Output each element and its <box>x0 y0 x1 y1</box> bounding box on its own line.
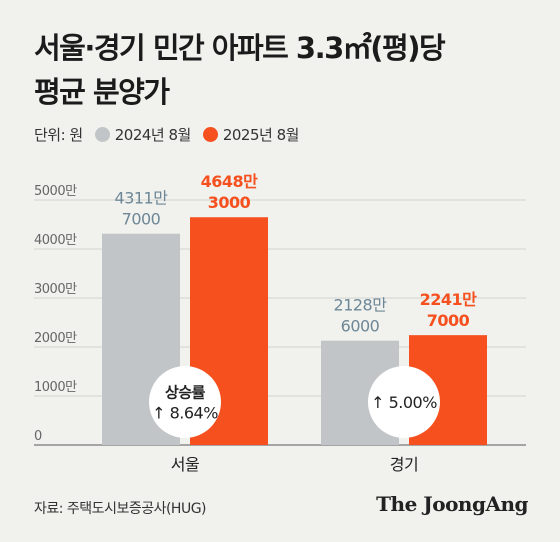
source-note: 자료: 주택도시보증공사(HUG) <box>34 501 207 517</box>
y-tick-label: 0 <box>34 429 42 444</box>
title-line-1: 서울·경기 민간 아파트 3.3㎡(평)당 <box>34 31 446 65</box>
category-label: 서울 <box>171 455 199 474</box>
unit-label: 단위: 원 <box>34 126 83 144</box>
category-label: 경기 <box>390 455 418 474</box>
title-line-2: 평균 분양가 <box>34 75 170 109</box>
legend-swatch-2025 <box>202 127 218 142</box>
legend-label-2025: 2025년 8월 <box>222 126 300 144</box>
y-tick-label: 5000만 <box>34 184 77 199</box>
y-tick-label: 4000만 <box>34 233 77 248</box>
data-label: 7000 <box>122 210 161 229</box>
growth-rate-text: ↑ 8.64% <box>152 404 218 423</box>
legend: 단위: 원 2024년 8월 2025년 8월 <box>34 124 299 145</box>
chart-title: 서울·경기 민간 아파트 3.3㎡(평)당 평균 분양가 <box>34 26 446 114</box>
legend-item-2025: 2025년 8월 <box>202 124 300 145</box>
data-label: 4311만 <box>115 189 169 208</box>
legend-item-2024: 2024년 8월 <box>94 124 192 145</box>
data-label: 4648만 <box>201 172 259 191</box>
growth-rate-badge <box>368 366 440 438</box>
legend-label-2024: 2024년 8월 <box>114 126 192 144</box>
y-tick-label: 3000만 <box>34 282 77 297</box>
data-label: 6000 <box>341 317 380 336</box>
growth-rate-badge <box>149 366 221 438</box>
data-label: 2128만 <box>334 296 388 315</box>
y-tick-label: 2000만 <box>34 331 77 346</box>
legend-swatch-2024 <box>94 127 110 142</box>
growth-rate-text: 상승률 <box>165 384 206 402</box>
growth-rate-text: ↑ 5.00% <box>371 393 437 412</box>
publisher-logo: The JoongAng <box>376 492 528 516</box>
data-label: 3000 <box>208 193 251 212</box>
data-label: 2241만 <box>420 290 478 309</box>
data-label: 7000 <box>427 311 470 330</box>
y-tick-label: 1000만 <box>34 380 77 395</box>
